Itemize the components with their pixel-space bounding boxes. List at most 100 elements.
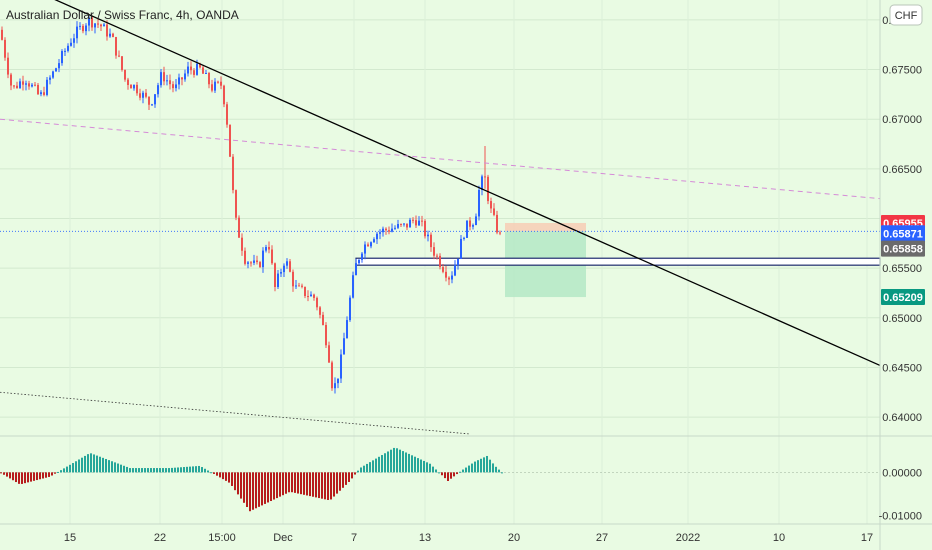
osc-bar [210, 472, 212, 474]
price-tag-level[interactable] [881, 240, 925, 257]
candle-body [415, 220, 417, 226]
osc-bar [225, 472, 227, 481]
candle-body [7, 57, 9, 75]
osc-bar [489, 459, 491, 473]
candle-body [379, 232, 381, 234]
osc-bar [39, 472, 41, 480]
candle-body [448, 277, 450, 280]
candle-body [442, 267, 444, 272]
osc-bar [162, 468, 164, 473]
candle-body [202, 67, 204, 74]
candle-body [61, 51, 63, 64]
osc-bar [222, 472, 224, 480]
osc-bar [189, 466, 191, 473]
descending-trendline[interactable] [0, 0, 881, 367]
osc-bar [330, 472, 332, 500]
candle-body [406, 223, 408, 228]
candle-body [328, 345, 330, 363]
osc-bar [51, 472, 53, 476]
candles [1, 15, 501, 394]
osc-bar [288, 472, 290, 493]
osc-bar [33, 472, 35, 481]
candle-body [391, 228, 393, 232]
candle-body [412, 219, 414, 221]
osc-bar [30, 472, 32, 482]
candle-body [256, 260, 258, 263]
candle-body [103, 24, 105, 27]
oscillator-axis[interactable]: 0.00000 -0.01000 [879, 467, 922, 522]
dashed-resistance-line[interactable] [0, 118, 881, 200]
x-tick-label: 15 [64, 532, 76, 544]
candle-body [487, 176, 489, 202]
candle-body [337, 378, 339, 384]
candle-body [253, 260, 255, 263]
osc-bar [147, 468, 149, 473]
osc-bar [207, 470, 209, 473]
candle-body [76, 26, 78, 39]
x-tick-label: Dec [273, 532, 293, 544]
candle-body [100, 24, 102, 27]
candle-body [376, 233, 378, 240]
candle-body [79, 25, 81, 27]
osc-bar [348, 472, 350, 482]
candle-body [451, 275, 453, 280]
candle-body [124, 69, 126, 80]
candle-body [121, 56, 123, 70]
osc-bar [129, 468, 131, 473]
osc-bar [54, 472, 56, 474]
price-tag-target[interactable] [881, 289, 925, 306]
osc-bar [123, 465, 125, 473]
osc-bar [180, 467, 182, 473]
time-axis[interactable]: 15 22 15:00 Dec 7 13 20 27 2022 10 17 [64, 532, 873, 544]
candle-body [112, 33, 114, 38]
candle-body [142, 92, 144, 98]
osc-bar [45, 472, 47, 478]
candle-body [259, 262, 261, 268]
candle-body [430, 234, 432, 248]
osc-bar [87, 454, 89, 473]
candle-body [190, 66, 192, 71]
candle-body [154, 94, 156, 105]
candle-body [85, 25, 87, 32]
osc-bar [126, 466, 128, 473]
osc-bar [459, 471, 461, 473]
osc-bar [324, 472, 326, 500]
candle-body [16, 85, 18, 88]
stop-loss-zone[interactable] [505, 222, 586, 232]
y-tick-label: 0.64500 [882, 362, 922, 374]
candle-body [385, 228, 387, 231]
x-tick-label: 27 [596, 532, 608, 544]
candle-body [226, 104, 228, 125]
osc-bar [75, 461, 77, 473]
osc-bar [498, 469, 500, 473]
candle-body [193, 70, 195, 75]
candle-body [148, 96, 150, 105]
lower-dotted-line[interactable] [0, 391, 471, 435]
candle-body [73, 38, 75, 43]
osc-bar [417, 458, 419, 473]
osc-bar [501, 472, 503, 474]
candle-body [370, 242, 372, 247]
osc-bar [387, 451, 389, 473]
osc-bar [177, 467, 179, 473]
osc-bar [321, 472, 323, 499]
x-tick-label: 7 [351, 532, 357, 544]
candle-body [397, 224, 399, 228]
osc-bar [435, 469, 437, 473]
candle-body [88, 17, 90, 26]
support-band[interactable] [355, 257, 881, 266]
candle-body [214, 81, 216, 91]
osc-bar [363, 465, 365, 473]
candle-body [466, 220, 468, 238]
osc-bar [480, 458, 482, 473]
candle-body [322, 314, 324, 325]
osc-bar [483, 457, 485, 473]
currency-badge[interactable]: CHF [889, 4, 923, 26]
candle-body [481, 176, 483, 190]
candle-body [238, 217, 240, 238]
osc-bar [357, 470, 359, 473]
candle-body [289, 261, 291, 272]
candle-body [445, 271, 447, 278]
candle-body [313, 294, 315, 298]
